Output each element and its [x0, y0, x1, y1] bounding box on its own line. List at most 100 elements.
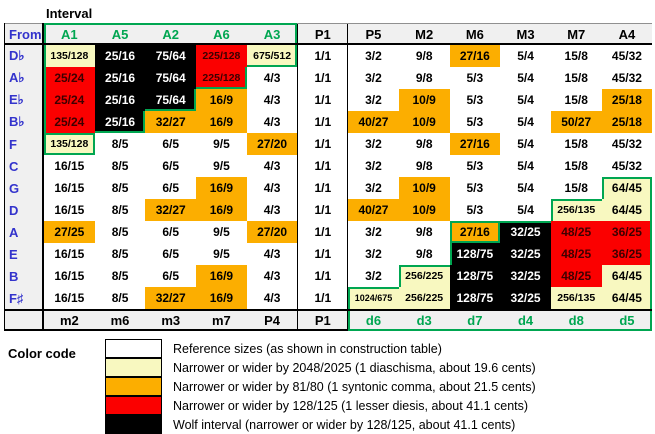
table-cell: 1/1 [297, 67, 349, 89]
table-cell: 36/25 [601, 221, 653, 243]
table-cell: 15/8 [550, 67, 602, 89]
table-cell: 10/9 [398, 89, 450, 111]
table-cell: 15/8 [550, 89, 602, 111]
table-cell: 45/32 [601, 155, 653, 177]
table-cell: 256/135 [550, 287, 602, 309]
table-cell: 5/3 [449, 177, 501, 199]
table-cell: 45/32 [601, 133, 653, 155]
table-cell: 25/16 [94, 111, 146, 133]
row-label-A♭: A♭ [4, 67, 44, 89]
legend-text: Narrower or wider by 128/125 (1 lesser d… [173, 398, 529, 413]
column-footer-d7: d7 [449, 309, 501, 331]
table-cell: 6/5 [145, 265, 197, 287]
table-cell: 4/3 [246, 199, 298, 221]
row-label-F♯: F♯ [4, 287, 44, 309]
table-cell: 8/5 [94, 199, 146, 221]
table-cell: 48/25 [550, 243, 602, 265]
table-cell: 8/5 [94, 133, 146, 155]
table-cell: 25/16 [94, 45, 146, 67]
table-cell: 128/75 [449, 243, 501, 265]
legend-item: Reference sizes (as shown in constructio… [105, 339, 536, 358]
row-label-G: G [4, 177, 44, 199]
table-cell: 27/16 [449, 45, 501, 67]
table-cell: 9/8 [398, 221, 450, 243]
legend-text: Narrower or wider by 2048/2025 (1 diasch… [173, 360, 536, 375]
table-cell: 40/27 [348, 199, 399, 221]
column-header-M3: M3 [500, 23, 551, 45]
table-cell: 4/3 [246, 155, 298, 177]
table-cell: 15/8 [550, 133, 602, 155]
table-cell: 5/4 [500, 133, 551, 155]
column-header-M2: M2 [398, 23, 450, 45]
table-cell: 16/15 [44, 243, 95, 265]
column-footer-d8: d8 [550, 309, 602, 331]
column-footer-m3: m3 [145, 309, 197, 331]
table-cell: 36/25 [601, 243, 653, 265]
table-cell: 1/1 [297, 111, 349, 133]
column-footer-m7: m7 [196, 309, 247, 331]
table-cell: 5/4 [500, 45, 551, 67]
table-cell: 27/25 [44, 221, 95, 243]
table-cell: 16/15 [44, 199, 95, 221]
table-cell: 27/16 [449, 221, 501, 243]
table-cell: 4/3 [246, 177, 298, 199]
table-cell: 16/9 [196, 287, 247, 309]
table-cell: 50/27 [550, 111, 602, 133]
table-cell: 5/4 [500, 177, 551, 199]
legend-swatch [105, 339, 162, 358]
table-cell: 4/3 [246, 265, 298, 287]
legend-swatch [105, 414, 162, 434]
table-cell: 256/225 [398, 265, 450, 287]
column-header-P5: P5 [348, 23, 399, 45]
table-cell: 32/27 [145, 199, 197, 221]
column-footer-m2: m2 [44, 309, 95, 331]
legend-text: Wolf interval (narrower or wider by 128/… [173, 417, 516, 432]
table-cell: 4/3 [246, 243, 298, 265]
row-label-F: F [4, 133, 44, 155]
table-cell: 10/9 [398, 111, 450, 133]
table-cell: 16/9 [196, 111, 247, 133]
table-cell: 25/16 [94, 89, 146, 111]
table-cell: 5/3 [449, 155, 501, 177]
table-cell: 225/128 [196, 45, 247, 67]
table-cell: 1/1 [297, 89, 349, 111]
table-cell: 3/2 [348, 133, 399, 155]
legend-swatch [105, 357, 162, 377]
column-header-A5: A5 [94, 23, 146, 45]
table-cell: 5/4 [500, 155, 551, 177]
row-label-A: A [4, 221, 44, 243]
table-cell: 1/1 [297, 45, 349, 67]
table-cell: 135/128 [44, 45, 95, 67]
legend-text: Reference sizes (as shown in constructio… [173, 341, 442, 356]
row-label-E: E [4, 243, 44, 265]
row-label-D: D [4, 199, 44, 221]
table-cell: 32/27 [145, 287, 197, 309]
table-cell: 4/3 [246, 287, 298, 309]
legend-title: Color code [8, 346, 76, 361]
legend-item: Narrower or wider by 128/125 (1 lesser d… [105, 395, 536, 415]
table-cell: 5/4 [500, 67, 551, 89]
table-cell: 1/1 [297, 133, 349, 155]
table-cell: 32/25 [500, 221, 551, 243]
table-cell: 135/128 [44, 133, 95, 155]
table-cell: 25/24 [44, 111, 95, 133]
column-header-P1: P1 [297, 23, 349, 45]
table-cell: 15/8 [550, 177, 602, 199]
table-cell: 16/9 [196, 265, 247, 287]
table-cell: 8/5 [94, 155, 146, 177]
table-cell: 64/45 [601, 265, 653, 287]
table-cell: 16/9 [196, 89, 247, 111]
table-cell: 64/45 [601, 287, 653, 309]
legend-text: Narrower or wider by 81/80 (1 syntonic c… [173, 379, 536, 394]
table-cell: 1/1 [297, 243, 349, 265]
table-cell: 1/1 [297, 265, 349, 287]
column-footer-d4: d4 [500, 309, 551, 331]
legend-rows: Reference sizes (as shown in constructio… [105, 339, 536, 434]
table-cell: 1/1 [297, 221, 349, 243]
column-header-M6: M6 [449, 23, 501, 45]
table-cell: 8/5 [94, 265, 146, 287]
table-cell: 9/8 [398, 243, 450, 265]
table-cell: 9/5 [196, 243, 247, 265]
table-cell: 16/9 [196, 199, 247, 221]
